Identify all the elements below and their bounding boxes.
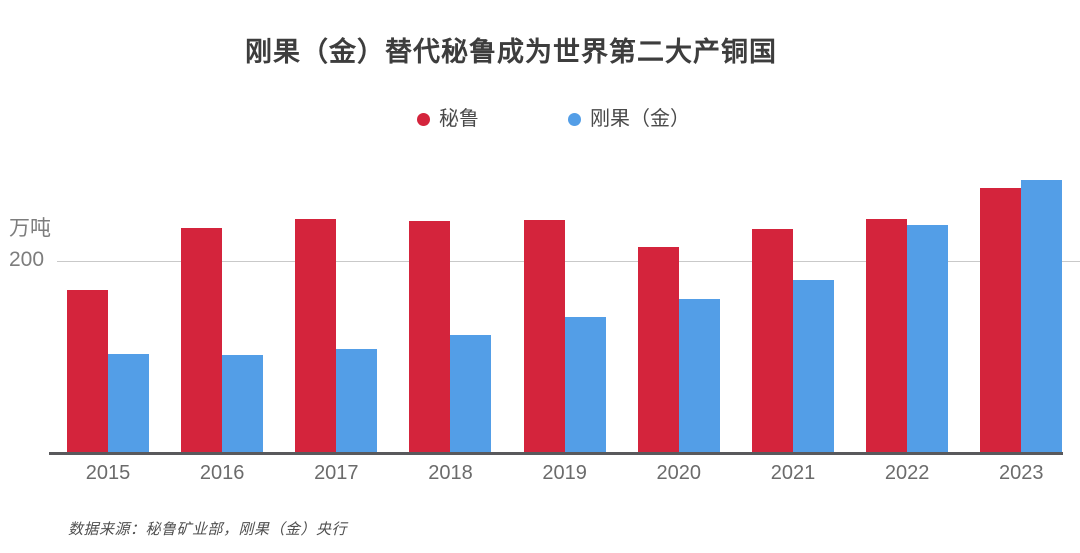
x-axis-label-2023: 2023 xyxy=(999,462,1044,484)
legend-label-congo: 刚果（金） xyxy=(590,108,690,130)
bar-congo-2019 xyxy=(564,317,606,452)
bar-congo-2020 xyxy=(678,299,720,452)
x-axis-label-2016: 2016 xyxy=(199,462,245,484)
bar-peru-2017 xyxy=(295,218,337,452)
bar-peru-2015 xyxy=(67,289,108,452)
legend-dot-congo-icon xyxy=(568,112,581,126)
x-axis-label-2022: 2022 xyxy=(884,462,930,484)
x-axis-label-2021: 2021 xyxy=(770,462,816,484)
x-axis-label-2017: 2017 xyxy=(314,462,359,484)
source-note: 数据来源：秘鲁矿业部，刚果（金）央行 xyxy=(68,521,348,538)
bar-peru-2020 xyxy=(637,246,679,452)
gridline-200 xyxy=(57,261,1080,262)
bar-congo-2016 xyxy=(222,354,264,452)
x-axis-label-2019: 2019 xyxy=(542,462,587,484)
bar-congo-2023 xyxy=(1021,179,1063,452)
legend: 秘鲁 刚果（金） xyxy=(0,107,1080,131)
bar-congo-2015 xyxy=(108,353,149,452)
y-axis-unit-label: 万吨 xyxy=(9,217,51,240)
bar-congo-2018 xyxy=(450,335,492,452)
chart-title: 刚果（金）替代秘鲁成为世界第二大产铜国 xyxy=(245,37,777,67)
bar-congo-2021 xyxy=(792,280,834,452)
legend-item-congo: 刚果（金） xyxy=(568,107,690,131)
legend-item-peru: 秘鲁 xyxy=(417,107,479,131)
bar-peru-2022 xyxy=(866,218,908,452)
x-axis-label-2018: 2018 xyxy=(428,462,473,484)
bar-peru-2019 xyxy=(523,219,565,452)
y-axis-tick-200: 200 xyxy=(9,248,45,271)
bar-congo-2017 xyxy=(336,348,378,452)
bar-peru-2023 xyxy=(980,188,1022,452)
x-axis-line xyxy=(49,452,1063,455)
bar-congo-2022 xyxy=(907,224,949,452)
legend-dot-peru-icon xyxy=(417,112,430,126)
bar-peru-2021 xyxy=(751,229,793,452)
bar-peru-2018 xyxy=(409,220,451,452)
legend-label-peru: 秘鲁 xyxy=(439,108,479,130)
x-axis-label-2020: 2020 xyxy=(656,462,702,484)
bar-peru-2016 xyxy=(181,227,223,452)
x-axis-label-2015: 2015 xyxy=(85,462,131,484)
